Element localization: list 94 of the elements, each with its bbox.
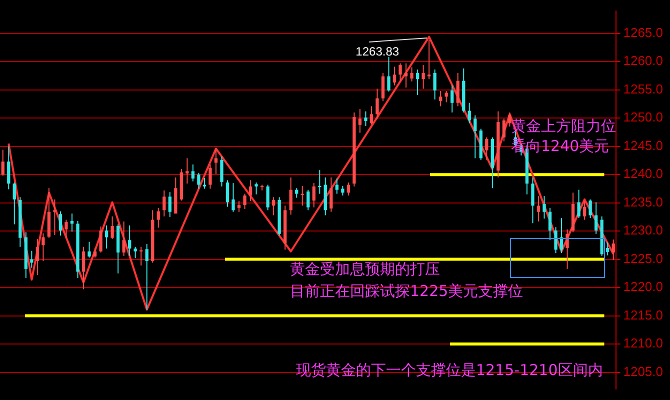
y-tick-label: 1225.0	[623, 250, 664, 266]
candlestick	[220, 156, 224, 187]
candlestick	[364, 110, 368, 127]
candlestick	[214, 148, 218, 175]
candlestick	[566, 228, 569, 270]
candlestick	[330, 176, 333, 212]
candlestick	[346, 182, 350, 196]
candlestick	[612, 239, 615, 260]
candlestick	[542, 196, 546, 220]
annotation: 黄金受加息预期的打压	[290, 260, 440, 278]
candlestick	[474, 114, 477, 159]
candlestick	[145, 244, 148, 310]
candlestick	[468, 102, 471, 124]
y-tick-label: 1230.0	[623, 222, 664, 238]
candlestick	[312, 182, 316, 208]
candlestick	[232, 182, 235, 212]
candlestick	[450, 84, 454, 113]
y-tick-label: 1235.0	[623, 194, 664, 210]
candlestick	[197, 172, 200, 190]
candlestick	[128, 224, 132, 256]
y-tick-label: 1215.0	[623, 307, 664, 322]
y-tick-label: 1250.0	[623, 110, 664, 125]
candlestick	[439, 90, 442, 107]
candlestick	[381, 72, 385, 102]
candlestick	[254, 182, 258, 195]
candlestick	[531, 176, 534, 224]
candlestick	[358, 108, 362, 134]
y-tick-label: 1210.0	[623, 336, 664, 351]
candlestick	[577, 189, 580, 219]
candlestick	[226, 180, 230, 208]
y-tick-label: 1260.0	[623, 53, 664, 68]
candlestick	[93, 248, 97, 258]
candlestick	[104, 224, 108, 250]
candlestick	[588, 198, 592, 219]
candlestick	[168, 192, 172, 218]
candlestick	[444, 90, 448, 103]
candlestick	[243, 193, 246, 210]
candlestick	[272, 196, 276, 216]
candlestick	[64, 219, 68, 238]
candlestick	[508, 112, 512, 128]
candlestick	[208, 164, 212, 190]
candlestick	[134, 246, 137, 259]
candlestick	[266, 184, 270, 211]
candlestick	[370, 106, 374, 125]
y-tick-label: 1255.0	[623, 81, 664, 96]
candlestick	[404, 62, 408, 88]
candlestick	[398, 62, 402, 82]
candlestick	[341, 185, 344, 196]
y-tick-label: 1245.0	[623, 138, 664, 153]
candlestick	[536, 196, 540, 222]
candlestick	[289, 176, 292, 216]
candlestick	[82, 246, 86, 290]
candlestick	[502, 118, 506, 142]
candlestick	[186, 158, 189, 184]
candlestick	[99, 226, 102, 254]
candlestick	[110, 216, 114, 240]
candlestick	[427, 40, 431, 80]
candlestick	[191, 164, 195, 182]
candlestick	[248, 180, 252, 202]
candlestick	[422, 64, 425, 90]
candlestick	[416, 69, 420, 96]
candlestick	[485, 136, 488, 160]
candlestick	[88, 241, 91, 258]
candlestick	[237, 200, 241, 212]
candlestick	[456, 72, 460, 107]
candlestick	[433, 69, 436, 100]
candlestick	[7, 146, 10, 190]
candlestick	[594, 202, 598, 234]
candlestick	[53, 198, 56, 236]
y-tick-label: 1205.0	[623, 364, 664, 379]
candlestick	[42, 232, 45, 262]
candlestick	[306, 189, 310, 211]
candlestick	[36, 238, 40, 276]
y-tick-label: 1240.0	[623, 166, 664, 182]
candlestick	[392, 66, 396, 86]
candlestick	[295, 188, 298, 198]
candlestick	[548, 207, 552, 241]
candlestick	[582, 200, 586, 220]
candlestick	[12, 182, 16, 225]
candlestick	[1, 149, 4, 176]
candlestick	[410, 66, 414, 82]
candlestick	[376, 88, 379, 120]
candlestick	[30, 250, 34, 268]
candlestick	[122, 220, 126, 256]
candlestick	[335, 178, 338, 194]
candlestick	[606, 242, 610, 256]
y-tick-label: 1265.0	[623, 24, 664, 40]
candlestick	[554, 226, 558, 254]
candlestick	[156, 207, 160, 228]
annotation: 1263.83	[356, 44, 400, 58]
candlestick	[387, 56, 390, 92]
candlestick	[162, 190, 166, 217]
candlestick	[58, 210, 62, 236]
y-tick-label: 1220.0	[623, 279, 664, 294]
